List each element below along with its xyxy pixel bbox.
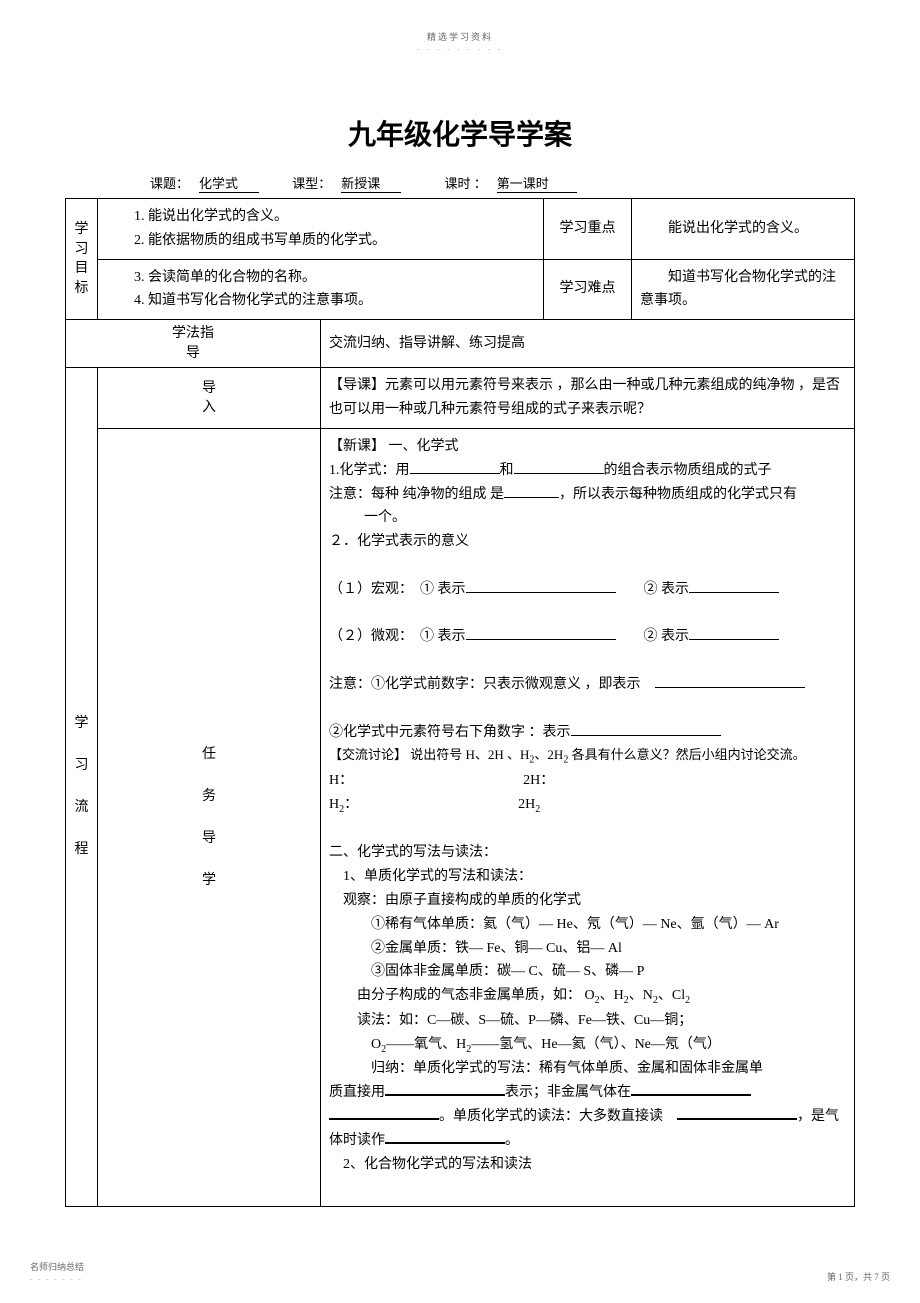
l7: ②化学式中元素符号右下角数字 ：表示 (329, 725, 571, 740)
period-value: 第一课时 (497, 173, 577, 193)
subtitle-row: 课题： 化学式 课型： 新授课 课时 ： 第一课时 (150, 173, 920, 193)
blank (410, 460, 500, 474)
task-label: 任务导学 (98, 428, 321, 1206)
h-label: H： (329, 773, 353, 788)
l2b: ，所以表示每种物质组成的化学式只有 (559, 487, 797, 502)
l1a: 1.化学式：用 (329, 463, 410, 478)
newlesson: 【新课】 一、化学式 (329, 439, 459, 454)
blank (385, 1130, 505, 1144)
obj-2: 2. 能依据物质的组成书写单质的化学式。 (106, 233, 386, 248)
type-value: 新授课 (341, 173, 401, 193)
sum2c: 体时读作 (329, 1133, 385, 1148)
l3: ２．化学式表示的意义 (329, 534, 469, 549)
gasnm: 由分子构成的气态非金属单质，如： O2、H2、N2、Cl2 (329, 984, 846, 1009)
obj-1: 1. 能说出化学式的含义。 (134, 209, 288, 224)
l1b: 和 (500, 463, 514, 478)
blank (466, 626, 616, 640)
l6: 注意：①化学式前数字：只表示微观意义 ，即表示 (329, 677, 641, 692)
blank (514, 460, 604, 474)
blank (689, 626, 779, 640)
sum2d: 。 (505, 1133, 519, 1148)
intro-label: 导入 (98, 368, 321, 429)
lesson-table: 学习目标 1. 能说出化学式的含义。 2. 能依据物质的组成书写单质的化学式。 … (65, 198, 855, 1207)
topic-label: 课题： (150, 176, 189, 191)
keypoint-label: 学习重点 (544, 199, 632, 260)
intro-content: 【导课】元素可以用元素符号来表示 ，那么由一种或几种元素组成的纯净物 ，是否也可… (321, 368, 855, 429)
blank (571, 722, 721, 736)
topic-value: 化学式 (199, 173, 259, 193)
read1: 读法：如：C—碳、S—硫、P—磷、Fe—铁、Cu—铜； (329, 1009, 846, 1033)
objectives-b: 3. 会读简单的化合物的名称。 4. 知道书写化合物化学式的注意事项。 (98, 259, 544, 320)
l4b: ② 表示 (644, 582, 690, 597)
footer-left: 名师归纳总结 - - - - - - - (30, 1260, 84, 1283)
discuss: 【交流讨论】 说出符号 H、2H 、H2、2H2 各具有什么意义？然后小组内讨论… (329, 747, 806, 762)
sum1b: 质直接用 (329, 1085, 385, 1100)
l2c: 一个。 (329, 510, 406, 525)
method-value: 交流归纳、指导讲解、练习提高 (321, 320, 855, 368)
blank (329, 1106, 439, 1120)
l4a: （１）宏观： ① 表示 (329, 582, 466, 597)
difficulty-value: 知道书写化合物化学式的注意事项。 (632, 259, 855, 320)
sum2a: 。单质化学式的读法：大多数直接读 (439, 1109, 663, 1124)
l2a: 注意：每种 纯净物的组成 是 (329, 487, 504, 502)
process-label: 学习流程 (66, 368, 98, 1207)
objectives-a: 1. 能说出化学式的含义。 2. 能依据物质的组成书写单质的化学式。 (98, 199, 544, 260)
task-content: 【新课】 一、化学式 1.化学式：用 和 的组合表示物质组成的式子 注意：每种 纯净… (321, 428, 855, 1206)
blank (689, 579, 779, 593)
obs: 观察：由原子直接构成的单质的化学式 (329, 889, 846, 913)
sec2-2: 2、化合物化学式的写法和读法 (329, 1153, 846, 1177)
header-dots: - - - - - - - - - (0, 45, 920, 53)
sec2-1: 1、单质化学式的写法和读法： (329, 865, 846, 889)
blank (466, 579, 616, 593)
blank (631, 1082, 751, 1096)
hm-label: H2： (329, 797, 358, 812)
sum1c: 表示；非金属气体在 (505, 1085, 631, 1100)
method-label: 学法指导 (66, 320, 321, 368)
obj-3: 3. 会读简单的化合物的名称。 (134, 270, 316, 285)
objectives-label: 学习目标 (66, 199, 98, 320)
page-title: 九年级化学导学案 (0, 113, 920, 153)
period-label: 课时 ： (445, 176, 487, 191)
hm2-label: 2H2 (518, 797, 540, 812)
blank (677, 1106, 797, 1120)
top-header: 精选学习资料 (0, 0, 920, 43)
sum2b: ，是气 (797, 1109, 839, 1124)
keypoint-value: 能说出化学式的含义。 (632, 199, 855, 260)
read2: O2——氧气、H2——氢气、He—氦（气）、Ne—氖（气） (329, 1033, 846, 1058)
blank (504, 484, 559, 498)
l5b: ② 表示 (644, 629, 690, 644)
metal: ②金属单质：铁— Fe、铜— Cu、铝— Al (329, 937, 846, 961)
solidnm: ③固体非金属单质：碳— C、硫— S、磷— P (329, 960, 846, 984)
noble: ①稀有气体单质：氦（气）— He、氖（气）— Ne、氩（气）— Ar (329, 913, 846, 937)
sum1a: 归纳：单质化学式的写法：稀有气体单质、金属和固体非金属单 (329, 1057, 846, 1081)
h2-label: 2H： (523, 773, 554, 788)
blank (655, 674, 805, 688)
type-label: 课型： (292, 176, 331, 191)
footer-right: 第 1 页，共 7 页 (827, 1270, 890, 1283)
sec2: 二、化学式的写法与读法： (329, 845, 497, 860)
l1c: 的组合表示物质组成的式子 (604, 463, 772, 478)
blank (385, 1082, 505, 1096)
obj-4: 4. 知道书写化合物化学式的注意事项。 (106, 293, 372, 308)
l5a: （２）微观： ① 表示 (329, 629, 466, 644)
difficulty-label: 学习难点 (544, 259, 632, 320)
